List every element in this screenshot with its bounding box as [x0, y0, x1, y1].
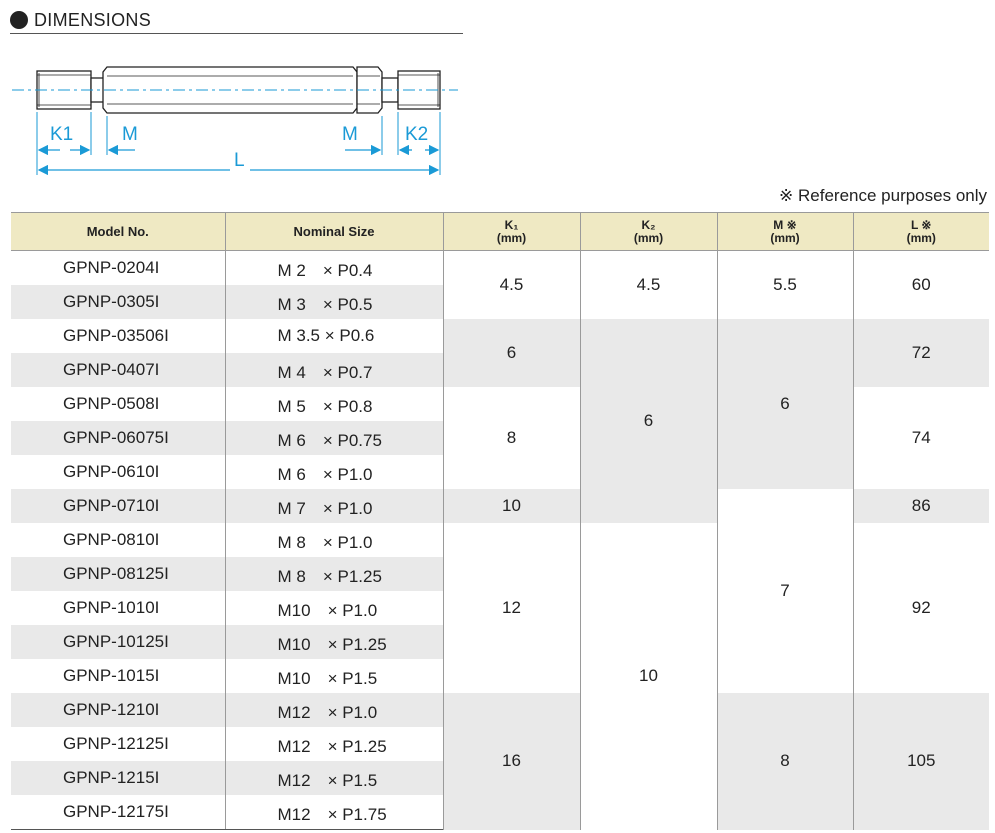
- section-title: DIMENSIONS: [34, 9, 152, 30]
- size-cell: M12 × P1.25: [224, 727, 443, 761]
- table-row: GPNP-06075I M 6 × P0.75: [11, 421, 989, 455]
- l-cell: 74: [852, 387, 989, 489]
- table-row: GPNP-1215I M12 × P1.5: [11, 761, 989, 795]
- table-row: GPNP-0508I M 5 × P0.8 8 74: [11, 387, 989, 489]
- k1-cell: 16: [442, 693, 580, 830]
- table-row: GPNP-1010I M10 × P1.0: [11, 591, 989, 625]
- model-cell: GPNP-0407I: [11, 353, 225, 387]
- table-header-row: Model No. Nominal Size K₁ (mm) K₂ (mm) M ※…: [11, 212, 989, 251]
- model-cell: GPNP-0508I: [63, 394, 160, 413]
- m-cell: 5.5: [716, 250, 853, 319]
- dimension-diagram: K1 M M K2 L: [12, 66, 458, 176]
- pin-gauge-drawing: [36, 66, 441, 114]
- model-cell: GPNP-06075I: [11, 421, 225, 455]
- table-row: GPNP-12175I M12 × P1.75: [11, 795, 989, 830]
- table-row: GPNP-0305I M 3 × P0.5: [11, 285, 989, 319]
- table-row: GPNP-1210I M12 × P1.0 16 8 105: [11, 693, 989, 830]
- header-k1: K₁ (mm): [442, 212, 580, 251]
- table-row: GPNP-1015I M10 × P1.5: [11, 659, 989, 693]
- size-cell: M 4 × P0.7: [224, 353, 443, 387]
- table-row: GPNP-08125I M 8 × P1.25: [11, 557, 989, 591]
- k1-cell: 12: [442, 523, 580, 693]
- model-cell: GPNP-0810I: [63, 530, 160, 549]
- size-cell: M10 × P1.25: [224, 625, 443, 659]
- model-cell: GPNP-0710I: [11, 489, 225, 523]
- section-header: DIMENSIONS: [10, 7, 463, 34]
- dimensions-table: Model No. Nominal Size K₁ (mm) K₂ (mm) M ※…: [11, 212, 989, 830]
- size-cell: M 6 × P1.0: [224, 455, 443, 489]
- table-row: GPNP-0204I M 2 × P0.4 4.5 4.5 5.5 60: [11, 250, 989, 319]
- model-cell: GPNP-12125I: [63, 734, 169, 753]
- l-cell: 72: [852, 319, 989, 387]
- k2-label: K2: [405, 124, 428, 145]
- k1-cell: 6: [442, 319, 580, 387]
- model-cell: GPNP-10125I: [11, 625, 225, 659]
- k1-cell: 4.5: [442, 250, 580, 319]
- table-row: GPNP-03506I M 3.5 × P0.6 6 6 6 72: [11, 319, 989, 523]
- size-cell: M10 × P1.5: [224, 659, 443, 693]
- k1-label: K1: [50, 124, 73, 145]
- size-cell: M12 × P1.0: [224, 693, 443, 727]
- header-size: Nominal Size: [224, 212, 443, 251]
- l-label: L: [234, 150, 245, 171]
- model-cell: GPNP-08125I: [11, 557, 225, 591]
- model-cell: GPNP-1010I: [63, 598, 160, 617]
- size-cell: M12 × P1.75: [224, 795, 443, 830]
- header-model: Model No.: [11, 212, 225, 251]
- size-cell: M 2 × P0.4: [224, 250, 443, 285]
- k2-cell: 4.5: [579, 250, 717, 319]
- k2-cell: 6: [579, 319, 717, 523]
- l-cell: 86: [852, 489, 989, 523]
- k2-cell: 10: [579, 523, 717, 830]
- header-l: L ※ (mm): [852, 212, 989, 251]
- m-right-label: M: [342, 124, 358, 145]
- k1-cell: 10: [442, 489, 580, 523]
- l-cell: 92: [852, 523, 989, 693]
- l-cell: 60: [852, 250, 989, 319]
- size-cell: M 8 × P1.25: [224, 557, 443, 591]
- m-cell: 7: [716, 489, 853, 693]
- table-row: GPNP-10125I M10 × P1.25: [11, 625, 989, 659]
- model-cell: GPNP-1215I: [11, 761, 225, 795]
- size-cell: M 3.5 × P0.6: [224, 319, 443, 353]
- model-cell: GPNP-03506I: [63, 326, 169, 345]
- m-cell: 6: [716, 319, 853, 489]
- model-cell: GPNP-0305I: [11, 285, 225, 319]
- k1-cell: 8: [442, 387, 580, 489]
- bullet-icon: [10, 11, 28, 29]
- model-cell: GPNP-12175I: [11, 795, 225, 830]
- size-cell: M 6 × P0.75: [224, 421, 443, 455]
- table-row: GPNP-0610I M 6 × P1.0: [11, 455, 989, 489]
- model-cell: GPNP-1210I: [11, 693, 225, 727]
- header-m: M ※ (mm): [716, 212, 853, 251]
- size-cell: M 7 × P1.0: [224, 489, 443, 523]
- header-k2: K₂ (mm): [579, 212, 717, 251]
- size-cell: M 8 × P1.0: [224, 523, 443, 557]
- model-cell: GPNP-1015I: [63, 666, 160, 685]
- table-row: GPNP-0407I M 4 × P0.7: [11, 353, 989, 387]
- l-cell: 105: [852, 693, 989, 830]
- reference-note: ※ Reference purposes only: [779, 186, 987, 205]
- size-cell: M 3 × P0.5: [224, 285, 443, 319]
- table-row: GPNP-12125I M12 × P1.25: [11, 727, 989, 761]
- table-row: GPNP-0810I M 8 × P1.0 12 10 92: [11, 523, 989, 830]
- model-cell: GPNP-0610I: [63, 462, 160, 481]
- model-cell: GPNP-0204I: [63, 258, 160, 277]
- size-cell: M 5 × P0.8: [224, 387, 443, 421]
- m-cell: 8: [716, 693, 853, 830]
- size-cell: M12 × P1.5: [224, 761, 443, 795]
- size-cell: M10 × P1.0: [224, 591, 443, 625]
- table-row: GPNP-0710I M 7 × P1.0 10 7 86: [11, 489, 989, 693]
- m-left-label: M: [122, 124, 138, 145]
